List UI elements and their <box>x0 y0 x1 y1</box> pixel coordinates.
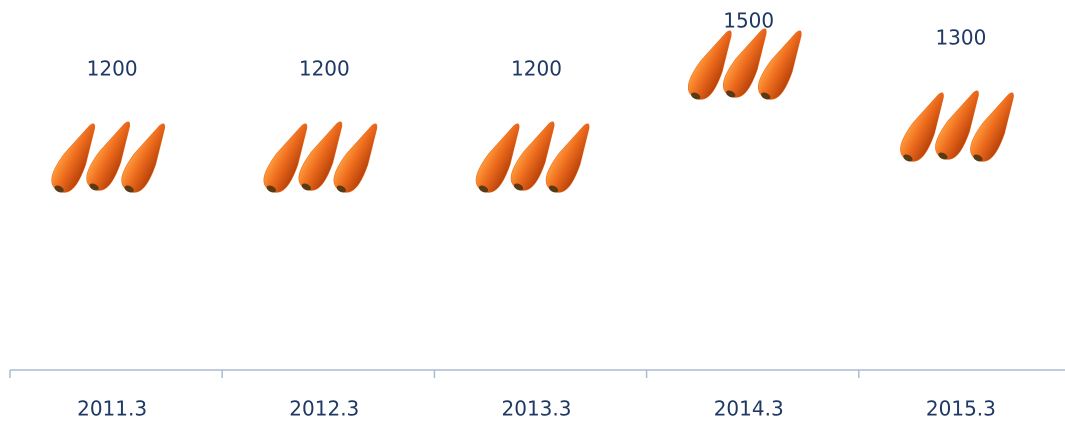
x-tick-label: 2012.3 <box>289 397 359 421</box>
carrot-top <box>54 185 64 193</box>
x-tick-label: 2011.3 <box>77 397 147 421</box>
carrot <box>722 28 767 98</box>
carrot-bundle <box>687 28 802 100</box>
carrot-body <box>757 30 802 100</box>
x-tick-label: 2013.3 <box>502 397 572 421</box>
carrot-top <box>726 90 736 98</box>
x-tick-label: 2015.3 <box>926 397 996 421</box>
value-label: 1200 <box>511 57 562 81</box>
carrot-top <box>548 185 559 193</box>
carrot-top <box>301 183 311 191</box>
value-label: 1300 <box>935 26 986 50</box>
carrot-top <box>336 185 346 193</box>
carrot-body <box>333 123 378 193</box>
carrot <box>86 121 131 191</box>
carrot-body <box>970 92 1014 162</box>
carrot-body <box>510 121 555 191</box>
carrot-top <box>478 185 489 193</box>
carrot <box>545 123 590 193</box>
value-label: 1200 <box>87 57 138 81</box>
carrot-top <box>691 92 701 100</box>
carrot-body <box>935 90 979 160</box>
carrot-bundle <box>263 121 378 193</box>
carrot-body <box>687 30 732 100</box>
carrot-body <box>263 123 308 193</box>
carrot-body <box>298 121 343 191</box>
carrot-body <box>86 121 131 191</box>
carrot-bundle <box>51 121 166 193</box>
carrot-body <box>722 28 767 98</box>
carrot <box>757 30 802 100</box>
carrot-body <box>475 123 520 193</box>
carrot-top <box>938 152 948 160</box>
carrot <box>900 92 944 162</box>
carrot <box>298 121 343 191</box>
carrot <box>333 123 378 193</box>
carrot-top <box>266 185 276 193</box>
carrot <box>263 123 308 193</box>
carrot-body <box>121 123 166 193</box>
value-label: 1500 <box>723 9 774 33</box>
value-label: 1200 <box>299 57 350 81</box>
carrot-body <box>545 123 590 193</box>
carrot <box>510 121 555 191</box>
carrot-bundle <box>900 90 1014 162</box>
carrot <box>935 90 979 160</box>
carrot-bundle <box>475 121 590 193</box>
carrot <box>687 30 732 100</box>
carrot-top <box>124 185 134 193</box>
carrot-body <box>900 92 944 162</box>
carrot <box>970 92 1014 162</box>
carrot <box>475 123 520 193</box>
carrot-top <box>973 154 983 162</box>
x-tick-label: 2014.3 <box>714 397 784 421</box>
carrot <box>121 123 166 193</box>
carrot-body <box>51 123 96 193</box>
carrot-top <box>513 183 524 191</box>
carrot <box>51 123 96 193</box>
carrot-top <box>903 154 913 162</box>
carrot-top <box>761 92 771 100</box>
carrot-top <box>89 183 99 191</box>
